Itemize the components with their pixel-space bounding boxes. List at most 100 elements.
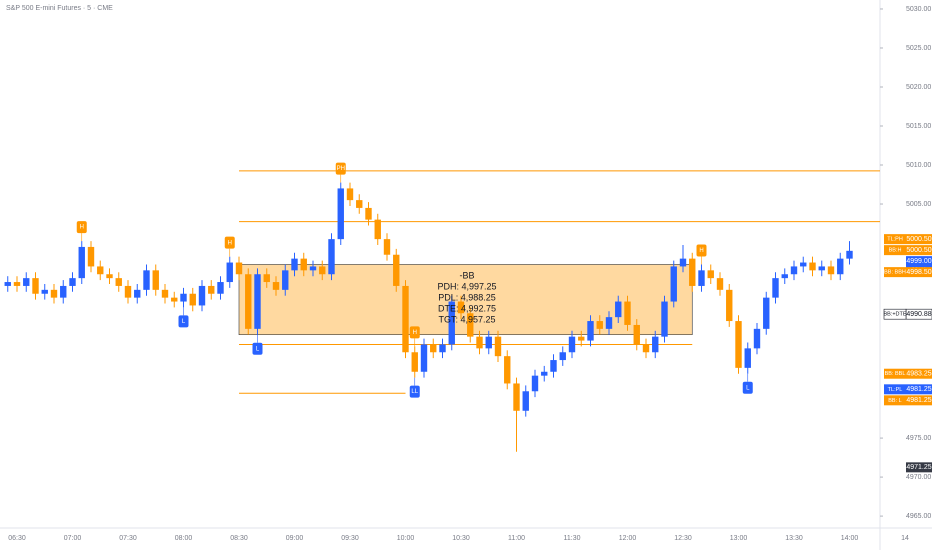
candle-body (189, 293, 196, 306)
candle-body (87, 246, 95, 267)
candle-body (13, 282, 21, 286)
candle-body (374, 219, 381, 240)
candle-body (41, 289, 48, 294)
marker-label: L (256, 346, 260, 352)
x-tick-label: 14 (901, 535, 909, 542)
annotation-text: PDL: 4,988.25 (438, 292, 496, 302)
chart-title: S&P 500 E-mini Futures · 5 · CME (6, 5, 113, 12)
candle-body (4, 282, 11, 286)
y-tick-label: 5025.00 (906, 45, 931, 52)
marker (409, 326, 420, 339)
candle-body (180, 293, 187, 302)
candle-body (763, 297, 770, 329)
x-tick-label: 08:00 (175, 535, 193, 542)
price-label-box (906, 462, 932, 473)
candle-body (800, 262, 807, 267)
candle-body (513, 383, 520, 411)
candle-body (263, 274, 270, 283)
price-label: 4990.88 (906, 311, 931, 318)
marker (252, 342, 263, 355)
candle-body (106, 274, 113, 279)
y-tick-label: 5010.00 (906, 162, 931, 169)
candle-body (134, 289, 141, 298)
x-tick-label: 14:00 (841, 535, 859, 542)
price-label: 4983.25 (906, 371, 931, 378)
x-tick-label: 11:30 (564, 535, 581, 542)
candle-body (337, 188, 344, 240)
x-tick-label: 11:00 (508, 535, 525, 542)
candle-body (652, 336, 659, 353)
candle-body (143, 270, 150, 290)
candle-body (282, 270, 289, 290)
price-tag: BB: BBL (885, 371, 906, 377)
price-tag: BB:H (889, 248, 902, 254)
candle-body (772, 278, 779, 298)
candle-body (642, 344, 650, 353)
candle-body (457, 301, 465, 314)
candle-body (504, 356, 511, 384)
price-label: 5000.50 (906, 247, 931, 254)
x-tick-label: 13:00 (730, 535, 748, 542)
candle-body (328, 239, 335, 275)
candle-body (550, 360, 557, 372)
price-label-box (906, 368, 932, 379)
marker (335, 162, 346, 175)
marker (696, 244, 707, 257)
price-label: 4981.25 (906, 397, 931, 404)
zone (238, 264, 693, 336)
x-tick-label: 08:30 (230, 535, 248, 542)
price-label-box (906, 245, 932, 256)
price-tag-box (884, 395, 906, 406)
candle-body (615, 301, 622, 318)
marker-label: LL (411, 389, 418, 395)
candle-body (818, 266, 825, 271)
x-tick-label: 09:30 (341, 535, 359, 542)
candle-body (707, 270, 714, 279)
candle-body (217, 282, 224, 294)
candle-body (559, 352, 566, 361)
candle-body (827, 266, 835, 275)
price-label: 4998.50 (906, 269, 931, 276)
annotation-text: TGT: 4,957.25 (438, 314, 495, 324)
price-tag-box (884, 384, 906, 395)
marker-label: L (182, 319, 186, 325)
candle-body (661, 301, 668, 337)
candle-body (541, 371, 548, 376)
candle-body (420, 344, 428, 372)
candle-body (356, 200, 363, 208)
price-tag: BB:+DTE (883, 312, 906, 318)
marker (742, 381, 753, 394)
x-tick-label: 10:30 (452, 535, 470, 542)
marker (409, 385, 420, 398)
candle-body (254, 274, 261, 329)
candle-body (476, 336, 483, 349)
annotation-text: PDH: 4,997.25 (437, 281, 496, 291)
y-tick-label: 5015.00 (906, 123, 931, 130)
candle-body (781, 274, 788, 279)
candle-body (633, 324, 640, 345)
x-tick-label: 07:30 (119, 535, 137, 542)
candle-body (809, 262, 816, 271)
price-label: 4971.25 (906, 464, 931, 471)
candle-body (32, 278, 39, 294)
marker-label: H (228, 240, 232, 246)
x-tick-label: 10:00 (397, 535, 415, 542)
candle-body (735, 321, 742, 368)
candle-body (448, 301, 455, 345)
price-label-box (906, 234, 932, 245)
candle-body (50, 289, 58, 298)
price-tag-box (883, 308, 907, 320)
candle-body (837, 258, 844, 275)
price-tag-box (884, 234, 906, 245)
x-tick-label: 12:30 (674, 535, 692, 542)
candle-body (115, 278, 122, 286)
candle-body (679, 258, 687, 267)
candle-body (272, 282, 280, 290)
candle-body (494, 336, 502, 357)
annotation-text: -BB (459, 270, 474, 280)
price-tag-box (884, 245, 906, 256)
candle-body (568, 336, 576, 353)
candle-body (670, 266, 677, 302)
candle-body (531, 375, 539, 392)
